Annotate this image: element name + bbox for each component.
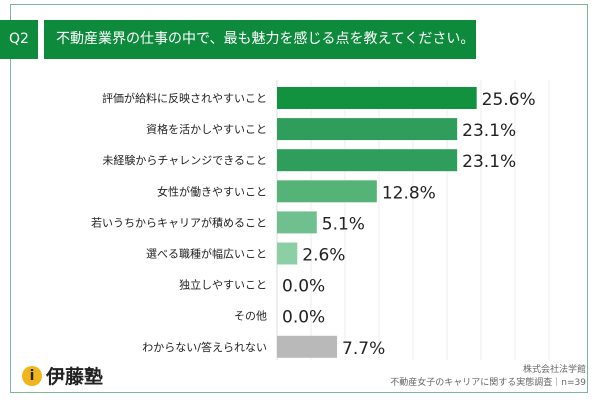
data-label: 23.1%: [462, 121, 516, 141]
logo: i 伊藤塾: [22, 362, 103, 389]
bar: [277, 149, 458, 172]
data-label: 5.1%: [322, 214, 365, 234]
bar: [277, 242, 298, 265]
category-label: 女性が働きやすいこと: [157, 184, 267, 198]
bar: [277, 180, 377, 203]
category-label: わからない/答えられない: [142, 340, 267, 354]
data-label: 7.7%: [342, 339, 385, 359]
logo-text: 伊藤塾: [46, 366, 104, 388]
bar: [277, 211, 317, 234]
data-label: 2.6%: [302, 246, 345, 266]
bar: [277, 87, 477, 109]
category-label: その他: [234, 310, 267, 323]
data-label: 0.0%: [282, 277, 325, 297]
chart-frame: [10, 4, 588, 393]
bar: [277, 118, 458, 141]
category-label: 選べる職種が幅広いこと: [146, 247, 267, 261]
logo-icon: i: [22, 365, 42, 386]
source-note: 株式会社法学館不動産女子のキャリアに関する実態調査｜n=39: [390, 364, 586, 390]
data-label: 23.1%: [462, 152, 516, 172]
category-label: 未経験からチャレンジできること: [102, 153, 267, 167]
company-name: 株式会社法学館: [522, 365, 586, 375]
survey-name: 不動産女子のキャリアに関する実態調査｜n=39: [390, 378, 586, 388]
question-number: Q2: [0, 20, 38, 59]
question-title: 不動産業界の仕事の中で、最も魅力を感じる点を教えてください。: [44, 20, 476, 59]
bar: [277, 335, 338, 358]
category-label: 評価が給料に反映されやすいこと: [102, 91, 267, 105]
category-label: 独立しやすいこと: [179, 278, 267, 292]
data-label: 0.0%: [282, 308, 325, 328]
data-label: 25.6%: [482, 90, 536, 110]
category-label: 資格を活かしやすいこと: [146, 122, 267, 136]
category-label: 若いうちからキャリアが積めること: [91, 215, 267, 229]
data-label: 12.8%: [382, 183, 436, 203]
